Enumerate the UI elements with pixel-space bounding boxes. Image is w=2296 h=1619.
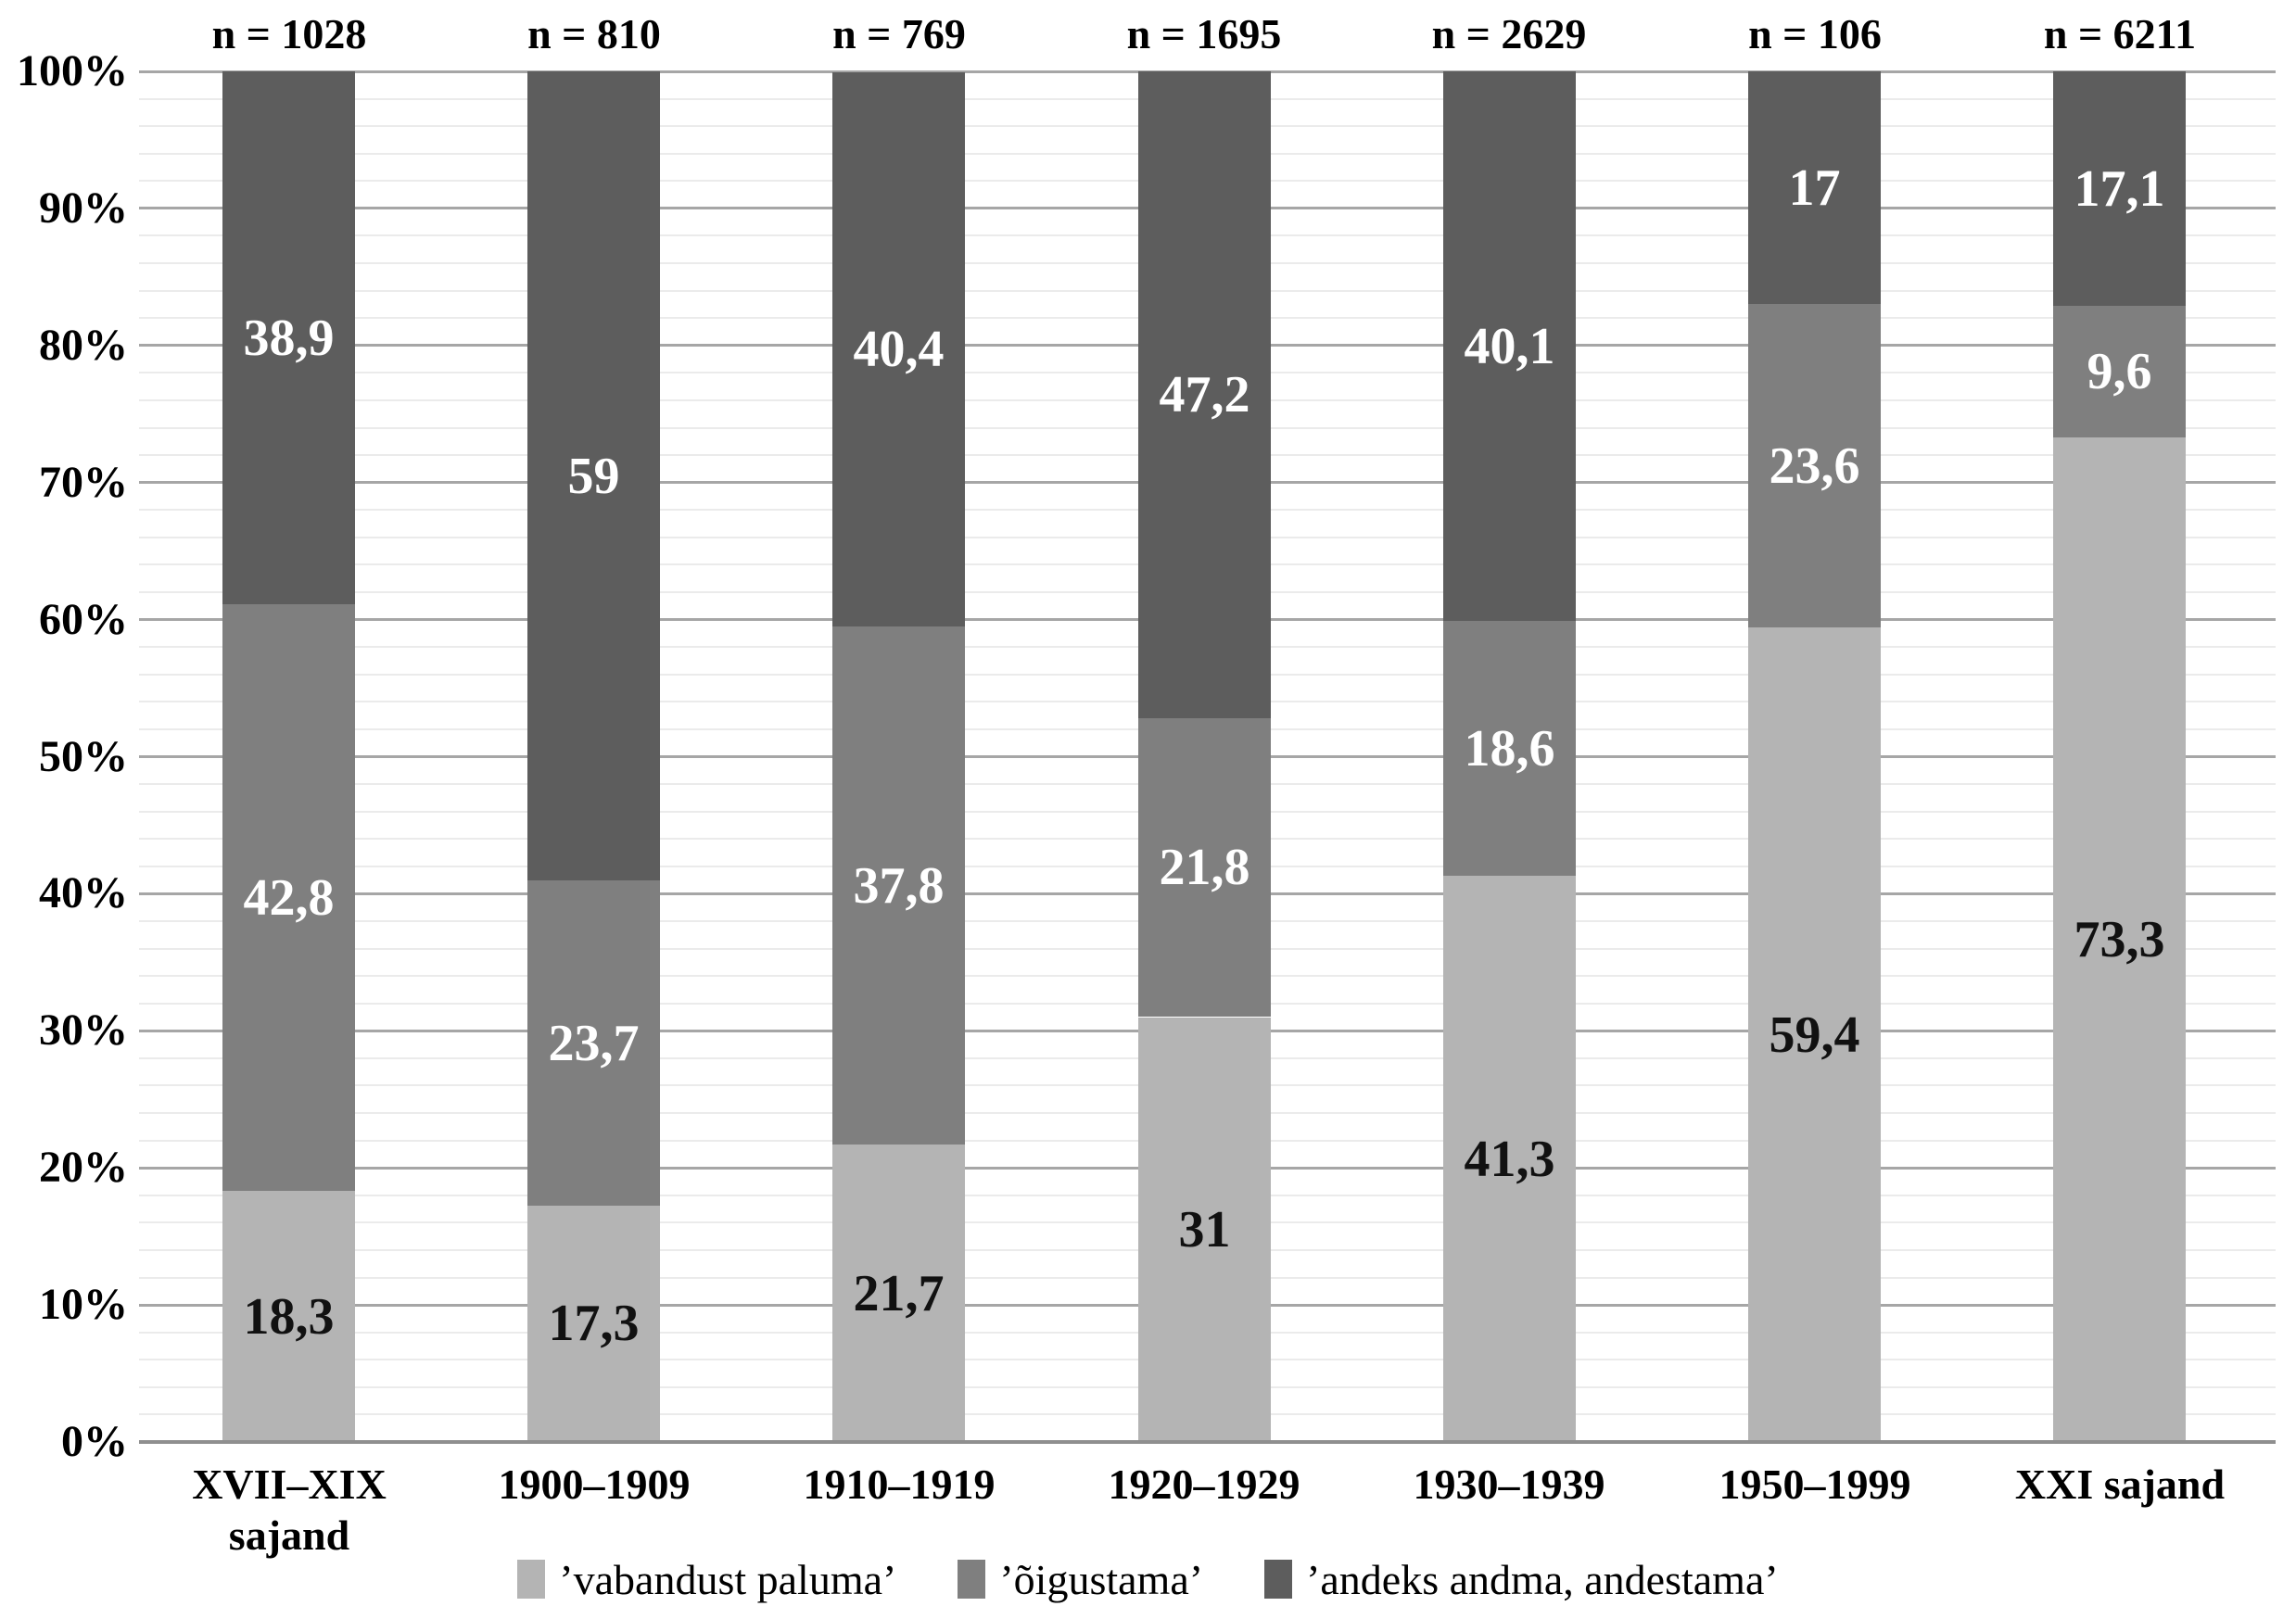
bar-segment: 40,1 <box>1443 71 1576 621</box>
bar-segment: 17,3 <box>527 1205 660 1442</box>
y-axis-tick-label: 30% <box>39 1006 128 1055</box>
y-axis-tick-label: 90% <box>39 183 128 233</box>
bar-segment: 23,7 <box>527 880 660 1206</box>
category-label: 1930–1939 <box>1413 1461 1605 1508</box>
y-axis-tick-label: 100% <box>17 46 128 95</box>
bar-segment: 21,7 <box>832 1145 965 1442</box>
y-axis-tick-label: 70% <box>39 458 128 507</box>
n-count-label: n = 810 <box>527 10 661 57</box>
legend-swatch <box>1264 1560 1293 1599</box>
value-label: 23,7 <box>548 1014 640 1072</box>
value-label: 21,8 <box>1159 839 1250 896</box>
legend-label: ’vabandust paluma’ <box>559 1555 897 1603</box>
bar-segment: 59,4 <box>1748 627 1881 1442</box>
legend-item: ’andeks andma, andestama’ <box>1264 1555 1779 1604</box>
y-axis-tick-label: 60% <box>39 595 128 644</box>
y-axis-tick-label: 0% <box>61 1417 128 1466</box>
value-label: 17,1 <box>2074 159 2165 218</box>
value-label: 40,4 <box>853 321 945 378</box>
value-label: 42,8 <box>243 868 335 927</box>
bar-segment: 23,6 <box>1748 304 1881 627</box>
bar-segment: 17,1 <box>2053 71 2186 306</box>
y-axis-tick-label: 20% <box>39 1143 128 1192</box>
n-count-label: n = 1028 <box>211 10 367 57</box>
bar-segment: 18,6 <box>1443 621 1576 876</box>
n-count-label: n = 6211 <box>2043 10 2197 57</box>
value-label: 38,9 <box>243 309 335 367</box>
value-label: 59,4 <box>1769 1006 1860 1064</box>
n-count-label: n = 2629 <box>1431 10 1587 57</box>
bar-segment: 31 <box>1138 1018 1271 1442</box>
bar-segment: 9,6 <box>2053 306 2186 437</box>
value-label: 23,6 <box>1769 436 1860 495</box>
legend-item: ’õigustama’ <box>958 1555 1203 1604</box>
bar-segment: 21,8 <box>1138 718 1271 1017</box>
n-count-label: n = 1695 <box>1126 10 1282 57</box>
bar-segment: 73,3 <box>2053 437 2186 1442</box>
y-axis-tick-label: 10% <box>39 1280 128 1329</box>
bar-segment: 40,4 <box>832 72 965 626</box>
category-label: 1920–1929 <box>1108 1461 1300 1508</box>
legend-swatch <box>958 1560 986 1599</box>
category-label: 1900–1909 <box>498 1461 691 1508</box>
legend-label: ’õigustama’ <box>999 1555 1204 1603</box>
category-label: XVII–XIX sajand <box>192 1461 387 1559</box>
value-label: 18,6 <box>1464 719 1555 778</box>
legend: ’vabandust paluma’ ’õigustama’ ’andeks and… <box>0 1546 2296 1613</box>
value-label: 37,8 <box>853 856 945 915</box>
y-axis-tick-label: 50% <box>39 732 128 781</box>
value-label: 73,3 <box>2074 911 2165 968</box>
bar-segment: 47,2 <box>1138 71 1271 718</box>
legend-label: ’andeks andma, andestama’ <box>1306 1555 1779 1603</box>
value-label: 9,6 <box>2087 343 2152 400</box>
legend-item: ’vabandust paluma’ <box>517 1555 896 1604</box>
category-label: 1910–1919 <box>803 1461 996 1508</box>
value-label: 17,3 <box>548 1295 640 1352</box>
value-label: 41,3 <box>1464 1130 1555 1188</box>
value-label: 47,2 <box>1159 366 1250 424</box>
category-label: 1950–1999 <box>1719 1461 1911 1508</box>
bar-segment: 17 <box>1748 71 1881 304</box>
bar-segment: 18,3 <box>222 1191 355 1442</box>
bar-segment: 41,3 <box>1443 876 1576 1442</box>
x-axis-line <box>139 1440 2276 1444</box>
n-count-label: n = 106 <box>1748 10 1882 57</box>
y-axis-tick-label: 80% <box>39 321 128 370</box>
n-count-label: n = 769 <box>832 10 966 57</box>
value-label: 21,7 <box>853 1264 945 1322</box>
legend-swatch <box>517 1560 546 1599</box>
value-label: 40,1 <box>1464 317 1555 375</box>
value-label: 59 <box>567 447 620 505</box>
bar-segment: 37,8 <box>832 626 965 1145</box>
value-label: 31 <box>1178 1201 1231 1259</box>
value-label: 18,3 <box>243 1287 335 1346</box>
category-label: XXI sajand <box>2014 1461 2226 1508</box>
value-label: 17 <box>1788 158 1841 217</box>
bar-segment: 59 <box>527 71 660 880</box>
bar-segment: 42,8 <box>222 604 355 1191</box>
y-axis-tick-label: 40% <box>39 868 128 917</box>
bar-segment: 38,9 <box>222 71 355 604</box>
